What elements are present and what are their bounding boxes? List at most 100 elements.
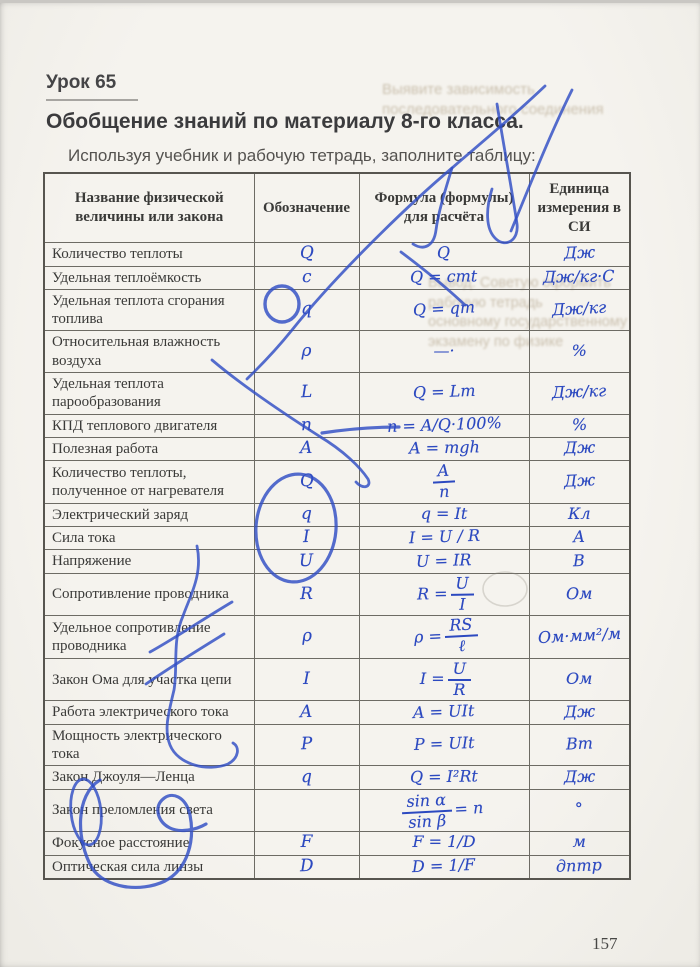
quantity-name-cell: Работа электрического тока [43,700,255,725]
handwritten-value: А [572,527,586,547]
handwritten-value: D [299,855,314,876]
quantity-name: Сопротивление проводника [52,586,229,603]
formula-cell: R = U I [358,572,530,617]
table-row: Работа электрического тока A A = UIt Дж [43,700,631,725]
fraction-numerator: A [432,461,455,484]
handwritten-value: c [301,266,312,287]
handwritten-formula: I = U R [417,660,472,699]
table-row: Электрический заряд q q = It Кл [43,502,631,528]
formula-prefix: I = [419,669,445,689]
handwritten-value: I [303,668,310,689]
handwritten-value: R [299,583,314,604]
table-row: Количество теплоты Q Q Дж [43,242,631,267]
handwritten-value: A = mgh [408,437,480,458]
unit-cell: Дж/кг·С [528,265,631,290]
fraction-denominator: sin β [407,810,447,832]
unit-cell: ° [528,788,631,833]
table-row: Закон преломления света sin α sin β = n ° [43,788,631,833]
handwritten-value: % [571,340,587,360]
handwritten-value: Q = cmt [410,266,478,287]
handwritten-value: D = 1/F [412,854,476,876]
table-row: Фокусное расстояние F F = 1/D м [43,831,631,856]
quantity-name-cell: Удельная теплоёмкость [43,265,255,290]
handwritten-value: ρ [300,625,312,647]
unit-cell: Дж [528,460,631,504]
unit-cell: дптр [528,854,631,880]
formula-prefix: ρ = [413,626,442,648]
fraction-numerator: U [450,573,475,596]
symbol-cell: I [253,657,360,702]
unit-cell: Ом [528,572,631,617]
symbol-cell: q [253,502,360,528]
quantity-name-cell: Количество теплоты, полученное от нагрев… [43,460,255,504]
table-row: Полезная работа A A = mgh Дж [43,436,631,462]
symbol-cell: q [253,288,360,332]
quantity-name: Электрический заряд [52,506,189,523]
quantity-name-cell: Удельное сопротивление проводника [43,615,255,659]
handwritten-value: Дж [563,242,596,263]
fraction-denominator: n [438,481,451,502]
header-formula: Формула (формулы) для расчёта [358,172,530,244]
unit-cell: Дж/кг [528,288,631,332]
unit-cell: м [528,831,631,856]
quantity-name: Количество теплоты, полученное от нагрев… [52,464,225,500]
handwritten-value: I [302,527,311,548]
handwritten-value: м [572,832,586,852]
quantity-name-cell: Оптическая сила линзы [43,854,255,880]
quantity-name-cell: Сопротивление проводника [43,572,255,617]
formula-cell: D = 1/F [358,854,530,880]
symbol-cell: U [253,549,360,574]
header-unit: Единица измерения в СИ [528,172,631,244]
quantity-name: Полезная работа [52,440,159,457]
handwritten-value: q [300,298,313,320]
handwritten-value: U [298,550,314,571]
unit-cell: Ом·мм²/м [528,615,631,659]
formula-cell: P = UIt [358,723,530,767]
table-row: Сопротивление проводника R R = U I Ом [43,572,631,617]
page-title: Обобщение знаний по материалу 8-го класс… [46,110,524,133]
formula-suffix: = n [453,798,484,819]
table-row: Количество теплоты, полученное от нагрев… [43,460,631,504]
quantity-name: Закон Ома для участка цепи [52,671,232,688]
symbol-cell: L [253,372,360,415]
quantity-name-cell: Удельная теплота парообразования [43,372,255,415]
quantity-name: КПД теплового двигателя [52,417,218,434]
handwritten-value: Ом [565,583,593,603]
handwritten-value: U = IR [415,549,473,571]
quantity-name: Удельная теплоёмкость [52,269,202,286]
handwritten-value: P [300,733,313,755]
quantity-name-cell: Полезная работа [43,436,255,462]
table-row: Закон Ома для участка цепи I I = U R Ом [43,657,631,702]
unit-cell: Кл [528,502,631,528]
quantity-name-cell: Относительная влажность воздуха [43,330,255,374]
quantity-name: Удельное сопротивление проводника [52,619,211,655]
table-row: Удельная теплоёмкость c Q = cmt Дж/кг·С [43,265,631,290]
handwritten-value: В [573,550,586,570]
table-row: Сила тока I I = U / R А [43,526,631,551]
formula-cell: U = IR [358,549,530,574]
unit-cell: Дж [528,700,631,725]
handwritten-value: Дж/кг [551,381,607,403]
physics-quantities-table: Название физической величины или закона … [43,172,631,880]
formula-fraction: RS ℓ [443,615,478,656]
unit-cell: А [528,526,631,551]
handwritten-formula: sin α sin β = n [400,789,487,832]
quantity-name: Удельная теплота парообразования [52,376,164,411]
formula-cell: n = A/Q·100% [358,413,530,438]
handwritten-value: Дж/кг·С [543,266,616,287]
handwritten-value: F = 1/D [412,832,476,852]
unit-cell: % [528,330,631,374]
handwritten-value: % [571,414,588,435]
formula-cell: sin α sin β = n [358,788,530,833]
symbol-cell: q [253,765,360,790]
unit-cell: Дж/кг [528,372,631,415]
fraction-denominator: R [453,679,466,699]
formula-cell: Q = I²Rt [358,765,530,790]
formula-cell: ρ = RS ℓ [358,615,530,659]
quantity-name: Закон Джоуля—Ленца [52,769,195,786]
quantity-name: Работа электрического тока [52,704,229,721]
unit-cell: % [528,413,631,438]
